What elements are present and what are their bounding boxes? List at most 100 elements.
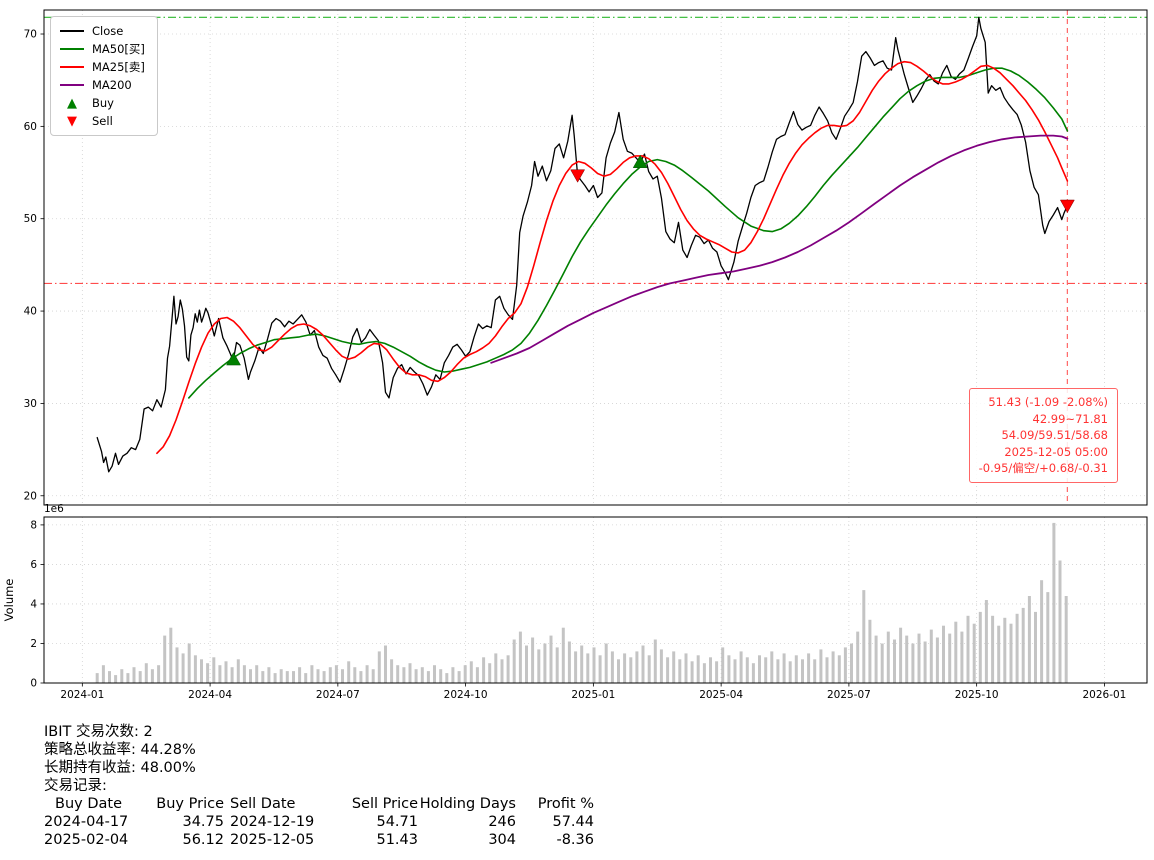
volume-bar <box>500 659 504 683</box>
trade-column-header: Sell Date <box>230 796 296 812</box>
ma25-line-swatch <box>60 66 84 68</box>
volume-bar <box>150 669 154 683</box>
volume-bar <box>506 655 510 683</box>
trade-cell: 34.75 <box>182 814 224 830</box>
volume-bar <box>451 667 455 683</box>
annotation-line-2: 42.99~71.81 <box>1032 411 1108 426</box>
volume-bar <box>923 641 927 683</box>
legend-item-ma25: MA25[卖] <box>60 60 145 74</box>
volume-bar <box>285 671 289 683</box>
volume-bar <box>347 661 351 683</box>
volume-bar <box>224 661 228 683</box>
volume-bar <box>629 657 633 683</box>
volume-bar <box>101 665 105 683</box>
volume-bar <box>132 667 136 683</box>
volume-bar <box>114 675 118 683</box>
annotation-line-4: 2025-12-05 05:00 <box>1004 444 1108 459</box>
volume-bar <box>862 590 866 683</box>
volume-bar <box>653 639 657 683</box>
volume-bar <box>935 637 939 683</box>
volume-bar <box>187 643 191 683</box>
volume-bar <box>138 671 142 683</box>
volume-bar <box>972 623 976 683</box>
volume-bar <box>610 651 614 683</box>
volume-bar <box>316 669 320 683</box>
volume-bar <box>702 663 706 683</box>
trade-cell: 246 <box>488 814 516 830</box>
volume-bar <box>886 631 890 683</box>
volume-bar <box>843 647 847 683</box>
sell-marker <box>1059 199 1075 214</box>
legend-label-sell: Sell <box>92 114 113 128</box>
volume-bar <box>721 647 725 683</box>
trade-cell: 54.71 <box>376 814 418 830</box>
volume-bar <box>353 667 357 683</box>
volume-bar <box>95 673 99 683</box>
volume-bar <box>488 663 492 683</box>
volume-bar <box>825 657 829 683</box>
xtick-label: 2025-01 <box>571 689 615 701</box>
legend-item-sell: ▼ Sell <box>60 114 145 128</box>
volume-bar <box>819 649 823 683</box>
volume-bar <box>531 637 535 683</box>
volume-ytick-label: 2 <box>30 638 37 650</box>
volume-bar <box>899 627 903 683</box>
volume-bar <box>794 655 798 683</box>
trade-cell: 2025-12-05 <box>230 832 315 848</box>
legend-label-ma25: MA25[卖] <box>92 60 145 74</box>
volume-bar <box>328 667 332 683</box>
volume-bar <box>905 635 909 683</box>
volume-bar <box>623 653 627 683</box>
xtick-label: 2026-01 <box>1082 689 1126 701</box>
volume-bar <box>193 655 197 683</box>
volume-bar <box>880 643 884 683</box>
trade-cell: -8.36 <box>556 832 594 848</box>
volume-bar <box>126 673 130 683</box>
volume-bar <box>371 669 375 683</box>
volume-bar <box>659 649 663 683</box>
trade-records-label: 交易记录: <box>44 778 107 794</box>
volume-bar <box>512 639 516 683</box>
volume-bar <box>365 665 369 683</box>
strategy-return: 策略总收益率: 44.28% <box>44 742 196 758</box>
volume-bar <box>420 667 424 683</box>
legend: Close MA50[买] MA25[卖] MA200 ▲ Buy ▼ Sell <box>50 16 158 136</box>
volume-bar <box>856 631 860 683</box>
series-line-ma200 <box>490 134 1069 364</box>
volume-bar <box>273 673 277 683</box>
legend-label-ma200: MA200 <box>92 78 132 92</box>
volume-bar <box>917 633 921 683</box>
legend-label-ma50: MA50[买] <box>92 42 145 56</box>
volume-bar <box>727 655 731 683</box>
series-line-close <box>96 16 1069 473</box>
ma200-line-swatch <box>60 84 84 86</box>
volume-bar <box>893 639 896 683</box>
volume-bar <box>978 611 982 683</box>
volume-bar <box>1058 560 1062 683</box>
buy-marker-icon: ▲ <box>67 95 77 111</box>
volume-bar <box>549 635 553 683</box>
volume-bar <box>850 643 853 683</box>
volume-bar <box>1027 596 1031 683</box>
volume-bar <box>181 653 185 683</box>
footer-stats: IBIT 交易次数: 2 策略总收益率: 44.28% 长期持有收益: 48.0… <box>44 723 594 849</box>
volume-bar <box>261 671 265 683</box>
volume-bar <box>175 647 179 683</box>
volume-bar <box>298 667 302 683</box>
volume-bar <box>537 649 541 683</box>
volume-bar <box>157 665 161 683</box>
volume-bar <box>641 645 645 683</box>
trade-cell: 51.43 <box>376 832 418 848</box>
volume-bar <box>678 659 682 683</box>
xtick-label: 2025-07 <box>827 689 871 701</box>
price-ytick-label: 20 <box>24 490 37 502</box>
volume-bar <box>334 665 338 683</box>
volume-plot-frame <box>43 516 1148 684</box>
volume-bar <box>586 653 590 683</box>
volume-bar <box>518 631 522 683</box>
volume-bar <box>942 625 945 683</box>
volume-bar <box>169 627 173 683</box>
volume-bar <box>292 671 295 683</box>
buy-marker <box>632 154 648 168</box>
